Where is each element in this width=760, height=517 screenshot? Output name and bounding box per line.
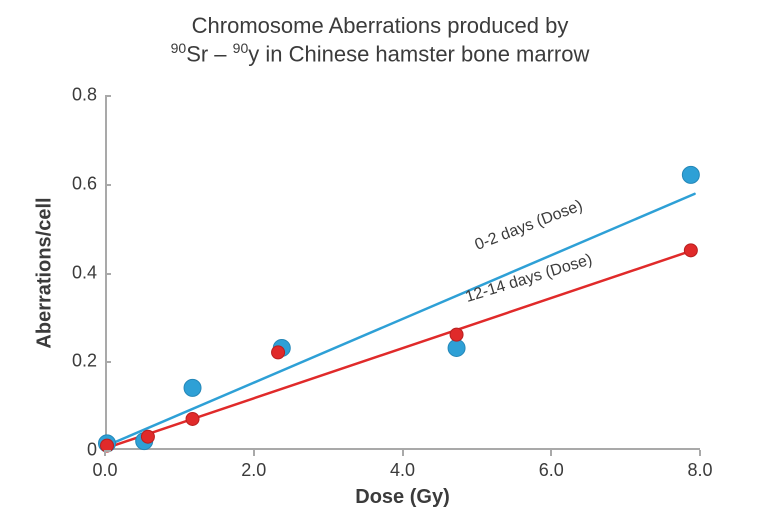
y-tick-label: 0.2 [72,351,97,372]
x-tick-mark [104,450,106,456]
plot-svg [107,95,702,450]
y-tick-mark [105,361,111,363]
chart-title-line2: 90Sr – 90y in Chinese hamster bone marro… [0,40,760,68]
chart-root: Chromosome Aberrations produced by 90Sr … [0,0,760,517]
data-point-blue-points [448,339,465,356]
plot-area [105,95,700,450]
x-tick-label: 4.0 [390,460,415,481]
y-tick-label: 0 [87,440,97,461]
y-tick-mark [105,95,111,97]
y-tick-label: 0.6 [72,173,97,194]
trend-line-blue-line [107,194,695,446]
x-tick-mark [253,450,255,456]
data-point-blue-points [682,166,699,183]
data-point-blue-points [184,379,201,396]
data-point-red-points [684,244,697,257]
y-tick-label: 0.4 [72,262,97,283]
data-point-red-points [272,346,285,359]
x-tick-mark [550,450,552,456]
x-tick-label: 2.0 [241,460,266,481]
x-tick-label: 8.0 [687,460,712,481]
x-tick-mark [402,450,404,456]
x-tick-label: 0.0 [92,460,117,481]
chart-title: Chromosome Aberrations produced by 90Sr … [0,12,760,67]
y-tick-mark [105,184,111,186]
data-point-red-points [141,430,154,443]
y-tick-mark [105,273,111,275]
y-axis-label: Aberrations/cell [34,197,57,348]
x-tick-mark [699,450,701,456]
x-axis-label: Dose (Gy) [355,486,449,509]
x-tick-label: 6.0 [539,460,564,481]
chart-title-line1: Chromosome Aberrations produced by [0,12,760,40]
data-point-red-points [186,412,199,425]
data-point-red-points [450,328,463,341]
y-tick-label: 0.8 [72,85,97,106]
